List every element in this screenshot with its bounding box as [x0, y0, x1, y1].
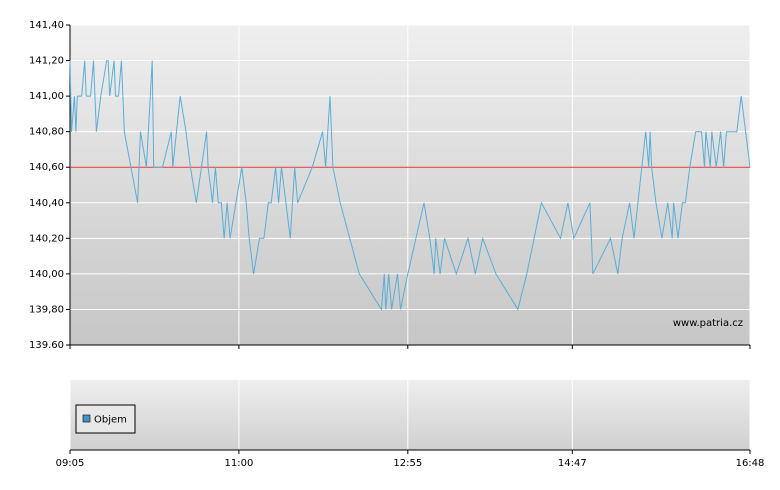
y-tick-label: 141,00: [29, 91, 64, 102]
x-tick-label: 12:55: [393, 458, 422, 469]
y-tick-label: 140,60: [29, 162, 64, 173]
y-tick-label: 140,00: [29, 269, 64, 280]
x-tick-label: 14:47: [558, 458, 587, 469]
price-line: [69, 60, 751, 311]
y-tick-label: 141,40: [29, 20, 64, 31]
y-tick-label: 141,20: [29, 56, 64, 67]
y-tick-label: 140,20: [29, 233, 64, 244]
y-tick-label: 139.60: [29, 340, 64, 351]
watermark: www.patria.cz: [673, 318, 743, 329]
y-tick-label: 140,40: [29, 198, 64, 209]
y-tick-label: 140,80: [29, 127, 64, 138]
y-tick-label: 139,80: [29, 304, 64, 315]
x-tick-label: 11:00: [224, 458, 253, 469]
legend-swatch: [82, 414, 91, 423]
x-tick-label: 16:48: [736, 458, 765, 469]
volume-area: [70, 380, 750, 450]
plot-area: [70, 25, 750, 345]
x-tick-label: 09:05: [56, 458, 85, 469]
legend-label: Objem: [94, 415, 127, 426]
